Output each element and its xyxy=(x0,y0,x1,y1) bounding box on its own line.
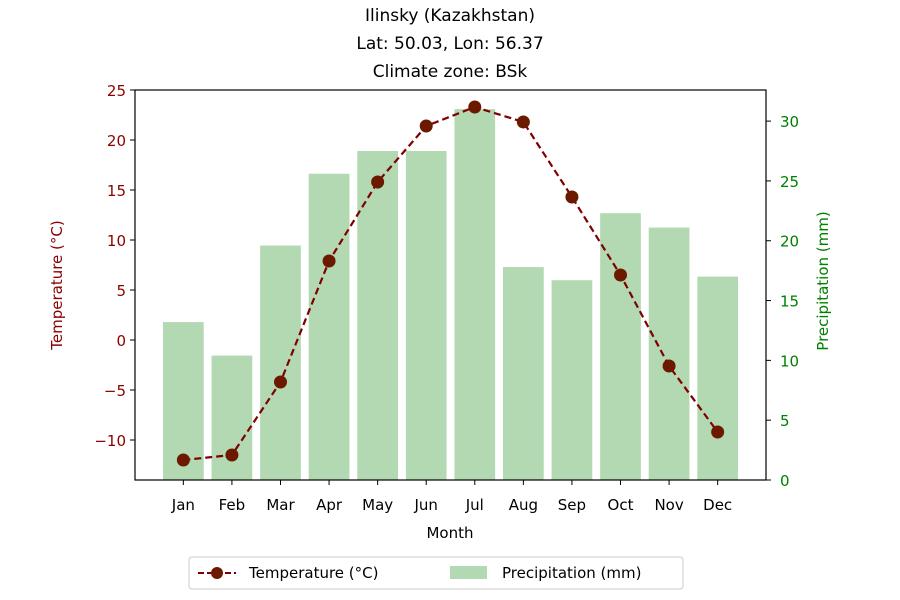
legend-precipitation-label: Precipitation (mm) xyxy=(502,564,641,582)
x-tick-label: Mar xyxy=(266,496,295,514)
legend-box xyxy=(188,556,684,590)
right-tick-label: 20 xyxy=(780,233,799,251)
right-tick-label: 0 xyxy=(780,472,790,490)
temperature-point xyxy=(565,190,579,204)
temperature-point xyxy=(322,254,336,268)
temperature-point xyxy=(225,448,239,462)
right-axis-label: Precipitation (mm) xyxy=(814,211,832,350)
x-tick-label: Feb xyxy=(219,496,246,514)
right-tick-label: 25 xyxy=(780,173,799,191)
temperature-point xyxy=(468,100,482,114)
x-tick-label: May xyxy=(362,496,393,514)
plot-frame xyxy=(134,89,767,481)
left-tick-label: −10 xyxy=(94,432,126,450)
x-tick-label: Jul xyxy=(465,496,484,514)
temperature-point xyxy=(614,268,628,282)
temperature-point xyxy=(176,453,190,467)
chart-title: Ilinsky (Kazakhstan) Lat: 50.03, Lon: 56… xyxy=(356,6,543,82)
left-axis: −10 −5 0 5 10 15 20 25 xyxy=(94,82,135,450)
x-axis-label: Month xyxy=(426,524,473,542)
left-tick-label: −5 xyxy=(104,382,126,400)
temperature-line xyxy=(176,100,725,467)
x-tick-label: Aug xyxy=(509,496,538,514)
left-tick-label: 15 xyxy=(107,182,126,200)
right-axis: 0 5 10 15 20 25 30 xyxy=(766,113,799,490)
temperature-point xyxy=(273,375,287,389)
temperature-point xyxy=(419,119,433,133)
x-tick-label: Oct xyxy=(608,496,634,514)
precipitation-bar xyxy=(648,227,690,480)
left-tick-label: 0 xyxy=(116,332,126,350)
right-tick-label: 10 xyxy=(780,352,799,370)
title-line-3: Climate zone: BSk xyxy=(373,62,528,82)
precipitation-bar xyxy=(308,173,350,481)
x-tick-label: Sep xyxy=(558,496,586,514)
right-tick-label: 15 xyxy=(780,293,799,311)
right-tick-label: 5 xyxy=(780,412,790,430)
precipitation-bar xyxy=(405,151,447,480)
x-tick-label: Jun xyxy=(413,496,437,514)
title-line-1: Ilinsky (Kazakhstan) xyxy=(365,6,535,26)
legend-precipitation-swatch xyxy=(450,566,487,579)
left-tick-label: 25 xyxy=(107,82,126,100)
precipitation-bar xyxy=(357,151,398,480)
legend: Temperature (°C) Precipitation (mm) xyxy=(188,556,684,590)
precipitation-bar xyxy=(503,267,544,480)
precipitation-bar xyxy=(600,213,641,480)
legend-temperature-label: Temperature (°C) xyxy=(248,564,378,582)
x-axis: Jan Feb Mar Apr May Jun Jul Aug Sep Oct Nov Dec xyxy=(171,480,732,514)
temperature-line-path xyxy=(183,105,719,462)
legend-temperature-marker xyxy=(211,567,223,579)
x-tick-label: Jan xyxy=(171,496,195,514)
temperature-point xyxy=(662,359,676,373)
precipitation-bar xyxy=(260,245,301,480)
precipitation-bar xyxy=(697,276,739,480)
left-tick-label: 5 xyxy=(116,282,126,300)
left-tick-label: 10 xyxy=(107,232,126,250)
x-tick-label: Apr xyxy=(316,496,343,514)
x-tick-label: Nov xyxy=(654,496,683,514)
x-tick-label: Dec xyxy=(703,496,732,514)
left-axis-label: Temperature (°C) xyxy=(48,220,66,350)
right-tick-label: 30 xyxy=(780,113,799,131)
temperature-point xyxy=(371,175,385,189)
temperature-point xyxy=(711,425,725,439)
left-tick-label: 20 xyxy=(107,132,126,150)
precipitation-bar xyxy=(454,109,496,480)
precipitation-bars xyxy=(162,109,739,481)
precipitation-bar xyxy=(551,280,593,480)
temperature-point xyxy=(516,115,530,129)
title-line-2: Lat: 50.03, Lon: 56.37 xyxy=(356,34,543,54)
